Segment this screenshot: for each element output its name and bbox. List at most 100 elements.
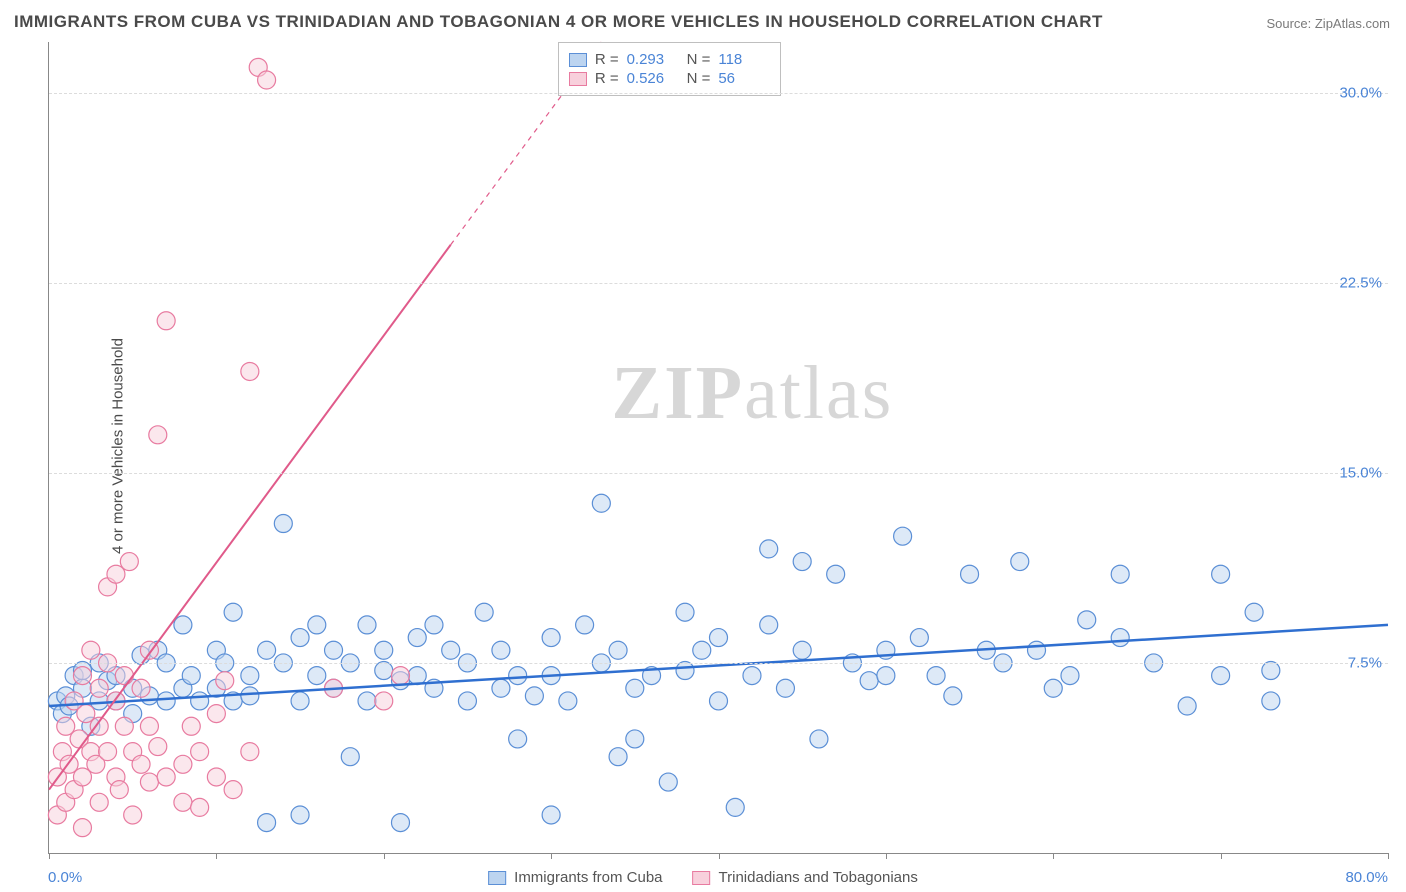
- x-min-label: 0.0%: [48, 869, 82, 886]
- scatter-point: [358, 692, 376, 710]
- x-tick: [1388, 853, 1389, 859]
- scatter-point: [241, 687, 259, 705]
- scatter-point: [207, 768, 225, 786]
- scatter-point: [224, 781, 242, 799]
- legend-label: Immigrants from Cuba: [514, 869, 662, 886]
- legend-label: Trinidadians and Tobagonians: [719, 869, 918, 886]
- scatter-point: [1044, 679, 1062, 697]
- n-value: 118: [718, 51, 770, 68]
- scatter-point: [308, 667, 326, 685]
- scatter-point: [944, 687, 962, 705]
- scatter-point: [542, 806, 560, 824]
- scatter-point: [73, 819, 91, 837]
- scatter-point: [375, 692, 393, 710]
- scatter-point: [408, 629, 426, 647]
- scatter-point: [509, 667, 527, 685]
- legend-series: Immigrants from Cuba Trinidadians and Tob…: [488, 869, 918, 886]
- scatter-point: [726, 798, 744, 816]
- legend-stats: R =0.293N =118R =0.526N =56: [558, 42, 782, 96]
- gridline: [49, 283, 1388, 284]
- scatter-point: [458, 692, 476, 710]
- scatter-point: [927, 667, 945, 685]
- scatter-point: [659, 773, 677, 791]
- scatter-point: [592, 494, 610, 512]
- scatter-point: [241, 743, 259, 761]
- r-label: R =: [595, 70, 619, 87]
- scatter-point: [291, 629, 309, 647]
- scatter-point: [810, 730, 828, 748]
- scatter-point: [391, 667, 409, 685]
- chart-title: IMMIGRANTS FROM CUBA VS TRINIDADIAN AND …: [14, 12, 1103, 32]
- x-tick: [216, 853, 217, 859]
- scatter-point: [174, 793, 192, 811]
- n-label: N =: [687, 51, 711, 68]
- legend-item: Immigrants from Cuba: [488, 869, 662, 886]
- scatter-point: [174, 616, 192, 634]
- scatter-point: [291, 692, 309, 710]
- scatter-point: [140, 717, 158, 735]
- x-tick: [551, 853, 552, 859]
- scatter-point: [99, 743, 117, 761]
- n-label: N =: [687, 70, 711, 87]
- scatter-point: [710, 629, 728, 647]
- scatter-point: [860, 672, 878, 690]
- scatter-point: [1061, 667, 1079, 685]
- scatter-point: [149, 738, 167, 756]
- scatter-point: [241, 362, 259, 380]
- scatter-point: [1262, 662, 1280, 680]
- y-tick-label: 7.5%: [1348, 654, 1382, 671]
- scatter-point: [475, 603, 493, 621]
- gridline: [49, 93, 1388, 94]
- x-tick: [384, 853, 385, 859]
- scatter-point: [73, 667, 91, 685]
- scatter-point: [743, 667, 761, 685]
- scatter-point: [710, 692, 728, 710]
- scatter-point: [157, 692, 175, 710]
- scatter-point: [894, 527, 912, 545]
- scatter-point: [174, 755, 192, 773]
- legend-item: Trinidadians and Tobagonians: [693, 869, 918, 886]
- scatter-point: [609, 641, 627, 659]
- x-tick: [49, 853, 50, 859]
- legend-swatch: [569, 72, 587, 86]
- scatter-point: [1212, 667, 1230, 685]
- scatter-point: [676, 603, 694, 621]
- scatter-point: [793, 641, 811, 659]
- scatter-point: [492, 641, 510, 659]
- scatter-point: [157, 768, 175, 786]
- scatter-point: [132, 755, 150, 773]
- scatter-point: [760, 616, 778, 634]
- scatter-point: [325, 641, 343, 659]
- scatter-point: [626, 730, 644, 748]
- scatter-point: [676, 662, 694, 680]
- scatter-point: [609, 748, 627, 766]
- r-label: R =: [595, 51, 619, 68]
- scatter-point: [224, 603, 242, 621]
- scatter-point: [182, 717, 200, 735]
- scatter-point: [191, 743, 209, 761]
- scatter-point: [559, 692, 577, 710]
- scatter-point: [241, 667, 259, 685]
- scatter-point: [375, 641, 393, 659]
- scatter-point: [115, 717, 133, 735]
- gridline: [49, 473, 1388, 474]
- scatter-point: [358, 616, 376, 634]
- scatter-point: [492, 679, 510, 697]
- scatter-point: [90, 793, 108, 811]
- scatter-point: [1111, 629, 1129, 647]
- scatter-point: [408, 667, 426, 685]
- scatter-point: [776, 679, 794, 697]
- legend-stat-row: R =0.526N =56: [569, 70, 771, 87]
- legend-swatch: [488, 871, 506, 885]
- scatter-point: [216, 672, 234, 690]
- scatter-point: [82, 641, 100, 659]
- scatter-point: [191, 798, 209, 816]
- scatter-point: [115, 667, 133, 685]
- scatter-point: [509, 730, 527, 748]
- x-tick: [1221, 853, 1222, 859]
- scatter-point: [961, 565, 979, 583]
- scatter-point: [274, 515, 292, 533]
- scatter-point: [793, 553, 811, 571]
- legend-stat-row: R =0.293N =118: [569, 51, 771, 68]
- x-tick: [1053, 853, 1054, 859]
